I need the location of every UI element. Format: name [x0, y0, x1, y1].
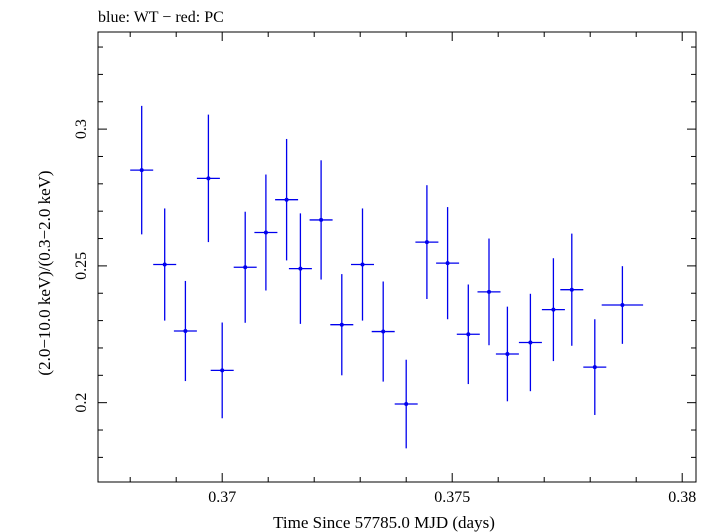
- data-point-marker: [569, 287, 574, 292]
- data-point-marker: [243, 265, 248, 270]
- x-tick-label: 0.38: [668, 489, 696, 506]
- y-tick-label: 0.2: [73, 393, 90, 413]
- data-point-marker: [487, 289, 491, 294]
- x-axis-ticks: [129, 32, 683, 482]
- y-tick-label: 0.25: [73, 252, 90, 280]
- x-tick-label: 0.37: [208, 489, 236, 506]
- data-point: [330, 274, 354, 376]
- data-point-marker: [620, 303, 625, 308]
- data-point-marker: [220, 368, 225, 373]
- data-point-marker: [592, 365, 597, 370]
- y-tick-label: 0.3: [73, 119, 90, 139]
- data-points: [130, 105, 644, 449]
- data-point-marker: [206, 176, 211, 181]
- data-point-marker: [381, 329, 386, 334]
- data-point: [309, 160, 333, 280]
- data-point-marker: [298, 266, 303, 271]
- data-point: [173, 280, 197, 382]
- data-point-marker: [263, 230, 268, 235]
- data-point-marker: [319, 217, 324, 222]
- data-point-marker: [360, 262, 365, 267]
- data-point: [153, 208, 177, 321]
- data-point-marker: [424, 240, 429, 245]
- data-point: [560, 233, 584, 346]
- y-axis-ticks: [98, 46, 696, 458]
- data-point: [541, 258, 565, 362]
- data-point: [477, 238, 501, 346]
- data-point: [351, 208, 374, 321]
- data-point: [436, 207, 460, 320]
- data-point: [233, 211, 257, 323]
- x-axis-label: Time Since 57785.0 MJD (days): [273, 513, 495, 532]
- data-point-marker: [139, 168, 144, 173]
- data-point: [254, 174, 278, 291]
- y-axis-label: (2.0−10.0 keV)/(0.3−2.0 keV): [35, 170, 54, 375]
- data-point: [583, 319, 607, 415]
- data-point: [130, 105, 154, 235]
- x-tick-label: 0.375: [434, 489, 470, 506]
- data-point: [371, 281, 395, 382]
- data-point-marker: [466, 332, 471, 337]
- data-point-marker: [339, 322, 344, 327]
- y-axis-tick-labels: 0.2 0.25 0.3: [73, 119, 90, 413]
- data-point: [518, 293, 542, 392]
- data-point: [456, 284, 480, 385]
- data-point: [275, 138, 299, 261]
- data-point-marker: [445, 261, 450, 266]
- data-point: [288, 213, 312, 324]
- x-axis-tick-labels: 0.37 0.375 0.38: [208, 489, 696, 506]
- data-point: [196, 114, 220, 243]
- data-point: [495, 306, 519, 402]
- data-point: [394, 359, 418, 449]
- data-point-marker: [505, 351, 510, 356]
- data-point-marker: [162, 262, 167, 267]
- data-point-marker: [183, 328, 188, 333]
- plot-frame: [97, 31, 697, 483]
- data-point-marker: [528, 340, 533, 345]
- data-point-marker: [404, 402, 409, 407]
- data-point: [601, 266, 644, 344]
- chart-title: blue: WT − red: PC: [98, 9, 224, 26]
- data-point-marker: [284, 197, 289, 202]
- data-point: [210, 322, 234, 419]
- data-point-marker: [551, 307, 556, 312]
- data-point: [415, 185, 439, 299]
